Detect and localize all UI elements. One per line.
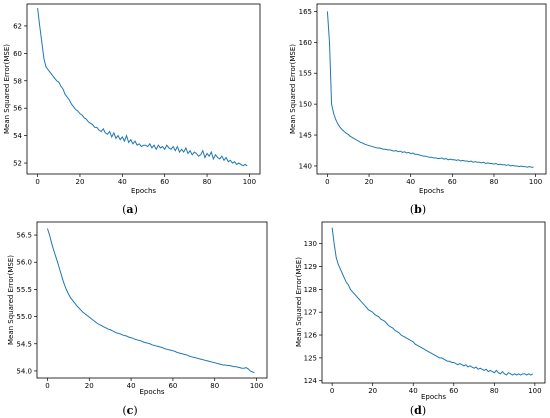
x-tick-label: 0 <box>325 178 329 186</box>
x-ticks-b: 0 20 40 60 80 100 <box>325 174 542 186</box>
caption-letter-a: a <box>126 203 133 216</box>
y-tick-label: 155 <box>299 70 312 78</box>
x-tick-label: 60 <box>160 178 169 186</box>
x-tick-label: 40 <box>409 387 418 395</box>
y-axis-label-a: Mean Squared Error(MSE) <box>3 44 11 134</box>
x-tick-label: 40 <box>406 178 415 186</box>
x-tick-label: 80 <box>203 178 212 186</box>
y-ticks-a: 52 54 56 58 60 62 <box>13 22 27 168</box>
y-tick-label: 160 <box>299 39 312 47</box>
y-ticks-b: 140 145 150 155 160 165 <box>299 8 317 170</box>
x-tick-label: 100 <box>528 387 541 395</box>
x-tick-label: 0 <box>45 382 49 390</box>
y-tick-label: 62 <box>13 22 22 30</box>
x-tick-label: 100 <box>529 178 542 186</box>
caption-d: (d) <box>410 404 426 417</box>
y-tick-label: 54.0 <box>16 367 32 375</box>
x-axis-label-d: Epochs <box>421 393 446 401</box>
y-tick-label: 125 <box>304 354 317 362</box>
y-axis-label-c: Mean Squared Error(MSE) <box>7 255 15 345</box>
y-tick-label: 52 <box>13 160 22 168</box>
y-axis-label-b: Mean Squared Error(MSE) <box>289 44 297 134</box>
y-tick-label: 124 <box>304 377 318 385</box>
panel-d: 0 20 40 60 80 100 124 125 126 127 128 129 130 Epoch… <box>295 221 546 417</box>
y-tick-label: 56 <box>13 105 22 113</box>
y-tick-label: 127 <box>304 309 317 317</box>
x-tick-label: 80 <box>490 387 499 395</box>
panel-b: 0 20 40 60 80 100 140 145 150 155 160 165 Epochs M… <box>289 3 547 216</box>
y-tick-label: 55.5 <box>16 286 32 294</box>
x-tick-label: 100 <box>243 178 256 186</box>
mse-line-c <box>46 228 255 374</box>
mse-line-b <box>326 11 534 168</box>
y-tick-label: 60 <box>13 50 22 58</box>
y-tick-label: 165 <box>299 8 312 16</box>
y-tick-label: 128 <box>304 286 317 294</box>
y-axis-label-d: Mean Squared Error(MSE) <box>295 257 303 347</box>
x-tick-label: 60 <box>448 178 457 186</box>
caption-b: (b) <box>410 203 426 216</box>
y-ticks-d: 124 125 126 127 128 129 130 <box>304 240 322 385</box>
y-ticks-c: 54.0 54.5 55.0 55.5 56.0 56.5 <box>16 232 37 375</box>
x-tick-label: 20 <box>75 178 84 186</box>
x-tick-label: 60 <box>168 382 177 390</box>
y-tick-label: 58 <box>13 77 22 85</box>
x-tick-label: 20 <box>85 382 94 390</box>
caption-letter-b: b <box>414 203 422 216</box>
caption-a: (a) <box>122 203 138 216</box>
caption-letter-d: d <box>414 404 422 417</box>
x-axis-label-c: Epochs <box>139 388 164 396</box>
y-tick-label: 140 <box>299 162 312 170</box>
x-tick-label: 0 <box>330 387 334 395</box>
x-tick-label: 80 <box>489 178 498 186</box>
x-tick-label: 20 <box>365 178 374 186</box>
x-tick-label: 0 <box>35 178 39 186</box>
caption-letter-c: c <box>127 404 134 417</box>
y-tick-label: 56.5 <box>16 232 32 240</box>
caption-c: (c) <box>122 404 137 417</box>
x-tick-label: 20 <box>368 387 377 395</box>
y-tick-label: 56.0 <box>16 259 32 267</box>
x-tick-label: 100 <box>250 382 263 390</box>
x-tick-label: 40 <box>127 382 136 390</box>
x-axis-label-b: Epochs <box>419 187 444 195</box>
x-tick-label: 60 <box>449 387 458 395</box>
x-ticks-d: 0 20 40 60 80 100 <box>330 383 542 395</box>
y-tick-label: 54 <box>13 132 22 140</box>
plot-frame-a <box>26 3 261 175</box>
mse-line-a <box>37 8 248 167</box>
x-ticks-a: 0 20 40 60 80 100 <box>35 174 256 186</box>
panel-a: 0 20 40 60 80 100 52 54 56 58 60 62 Epochs Mean Sq… <box>3 3 261 216</box>
x-ticks-c: 0 20 40 60 80 100 <box>45 378 263 390</box>
panel-c: 0 20 40 60 80 100 54.0 54.5 55.0 55.5 56.0 56.5 Ep… <box>7 221 268 417</box>
y-tick-label: 54.5 <box>16 340 32 348</box>
y-tick-label: 150 <box>299 101 312 109</box>
y-tick-label: 126 <box>304 332 318 340</box>
x-tick-label: 80 <box>210 382 219 390</box>
x-tick-label: 40 <box>118 178 127 186</box>
y-tick-label: 55.0 <box>16 313 32 321</box>
plot-frame-d <box>321 221 546 384</box>
y-tick-label: 130 <box>304 240 317 248</box>
plot-frame-b <box>316 3 547 175</box>
mse-line-d <box>331 227 534 376</box>
y-tick-label: 145 <box>299 132 312 140</box>
x-axis-label-a: Epochs <box>131 187 156 195</box>
plot-frame-c <box>36 221 268 379</box>
y-tick-label: 129 <box>304 263 317 271</box>
